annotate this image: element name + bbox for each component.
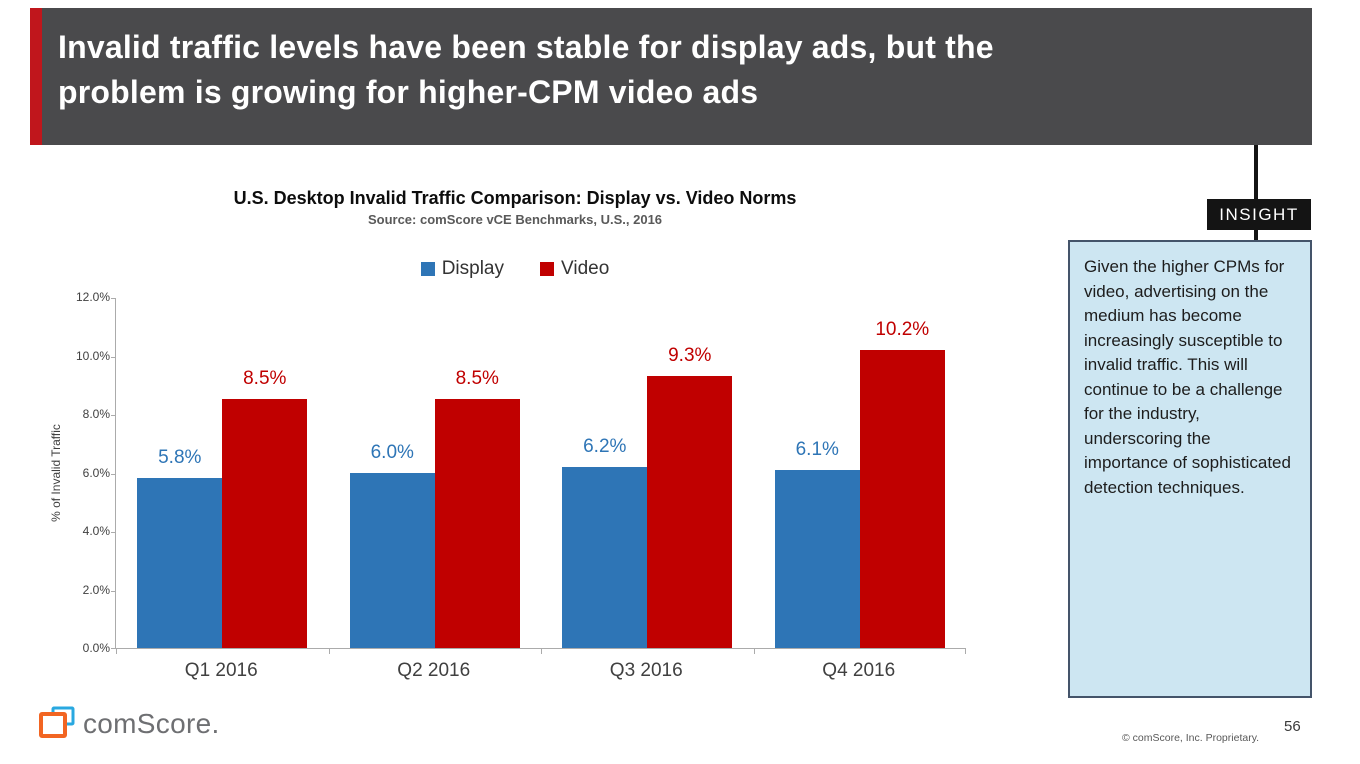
x-tick-mark	[116, 648, 117, 654]
comscore-logo-text: comScore.	[83, 708, 220, 739]
x-tick-mark	[753, 648, 755, 654]
bar-display-q3-2016	[562, 466, 648, 648]
bar-value-label-video-q2-2016: 8.5%	[455, 368, 499, 390]
slide-title: Invalid traffic levels have been stable …	[58, 29, 994, 110]
y-tick-mark	[111, 356, 116, 358]
bar-value-label-display-q3-2016: 6.2%	[583, 435, 627, 457]
x-category-label-q3-2016: Q3 2016	[609, 660, 683, 681]
legend-label-video: Video	[561, 258, 610, 279]
y-tick-label: 10.0%	[75, 348, 110, 363]
bar-display-q1-2016	[137, 478, 223, 648]
x-axis-labels: Q1 2016 Q2 2016 Q3 2016 Q4 2016	[115, 660, 965, 682]
legend-item-video: Video	[540, 258, 609, 280]
bar-display-q4-2016	[774, 469, 860, 648]
page-number: 56	[1284, 718, 1301, 735]
y-tick-label: 2.0%	[82, 582, 110, 597]
chart-subtitle: Source: comScore vCE Benchmarks, U.S., 2…	[367, 212, 663, 227]
bar-value-label-display-q1-2016: 5.8%	[158, 447, 202, 469]
y-tick-label: 12.0%	[75, 290, 110, 304]
legend-swatch-display	[420, 262, 435, 276]
copyright-text: © comScore, Inc. Proprietary.	[1122, 732, 1260, 744]
x-tick-mark	[965, 648, 966, 654]
x-category-label-q4-2016: Q4 2016	[822, 660, 896, 681]
comscore-logo: comScore.	[38, 706, 220, 740]
bar-value-label-video-q4-2016: 10.2%	[875, 318, 930, 340]
x-tick-mark	[328, 648, 330, 654]
x-tick-mark	[541, 648, 542, 654]
bar-video-q4-2016	[859, 349, 945, 648]
bar-value-label-video-q1-2016: 8.5%	[243, 368, 287, 390]
comscore-logo-icon	[39, 706, 75, 738]
plot-area: 0.0% 2.0% 4.0% 6.0% 8.0% 10.0% 12.0% 5.8% 8.5% 6.…	[76, 290, 966, 655]
y-tick-label: 0.0%	[82, 641, 110, 655]
bar-video-q3-2016	[647, 375, 733, 648]
bar-display-q2-2016	[349, 472, 435, 648]
legend-swatch-video	[540, 262, 555, 276]
insight-text: Given the higher CPMs for video, adverti…	[1084, 257, 1291, 497]
insight-tag: INSIGHT	[1207, 199, 1311, 230]
bar-video-q2-2016	[434, 399, 520, 648]
bar-value-label-display-q4-2016: 6.1%	[795, 438, 839, 460]
bar-value-label-display-q2-2016: 6.0%	[370, 441, 414, 463]
insight-connector-line	[1254, 145, 1258, 241]
x-category-label-q1-2016: Q1 2016	[184, 660, 258, 681]
y-tick-mark	[111, 590, 116, 592]
bar-video-q1-2016	[222, 399, 308, 648]
x-category-label-q2-2016: Q2 2016	[397, 660, 471, 681]
y-tick-mark	[111, 532, 116, 533]
y-tick-mark	[111, 298, 116, 299]
chart-title: U.S. Desktop Invalid Traffic Comparison:…	[233, 188, 797, 208]
legend-label-display: Display	[441, 258, 505, 279]
header-red-accent	[30, 8, 42, 145]
header-bar: Invalid traffic levels have been stable …	[42, 8, 1312, 145]
chart-legend: Display Video	[65, 258, 965, 280]
legend-item-display: Display	[420, 258, 505, 280]
y-tick-mark	[111, 415, 116, 416]
y-tick-label: 8.0%	[82, 407, 110, 421]
insight-box: Given the higher CPMs for video, adverti…	[1068, 240, 1312, 698]
bar-value-label-video-q3-2016: 9.3%	[668, 344, 712, 366]
y-tick-mark	[111, 473, 116, 475]
y-tick-mark	[111, 648, 116, 649]
y-tick-label: 6.0%	[82, 465, 110, 480]
y-tick-label: 4.0%	[82, 524, 110, 538]
